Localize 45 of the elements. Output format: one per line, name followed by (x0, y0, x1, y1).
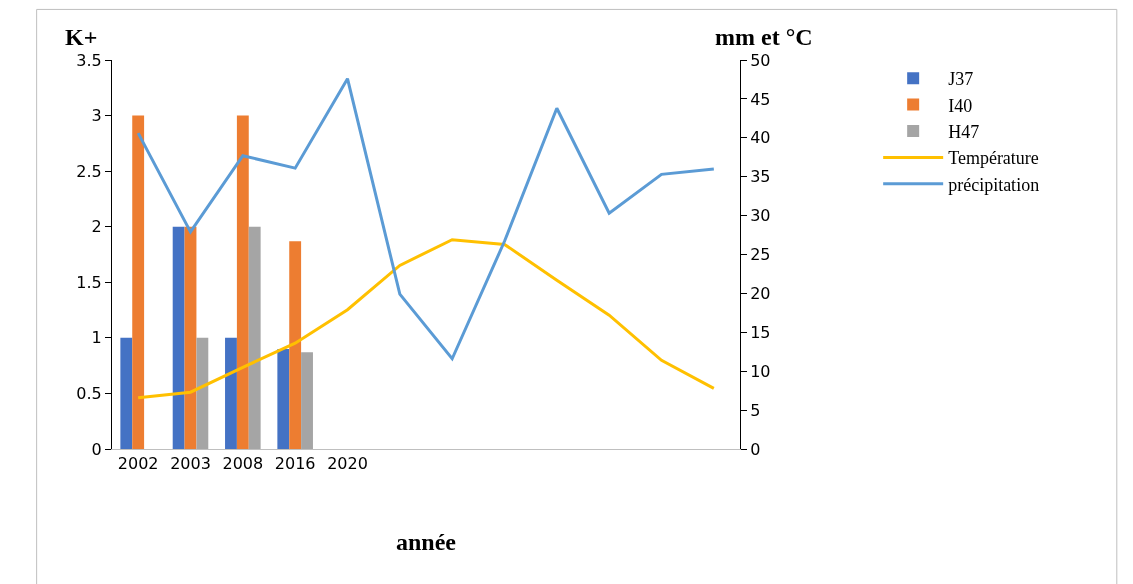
y2-tick-label: 15 (750, 322, 771, 342)
bar (132, 115, 145, 449)
x-tick-label: 2003 (170, 454, 211, 474)
y2-tick-label: 5 (750, 400, 761, 420)
y2-tick-label: 0 (750, 439, 761, 459)
bar (172, 226, 185, 449)
y-tick-label: 1 (91, 328, 102, 348)
y2-tick-label: 40 (750, 128, 771, 148)
x-tick-label: 2002 (117, 454, 159, 474)
y-tick-label: 2.5 (76, 161, 102, 181)
y2-tick-label: 50 (750, 50, 771, 70)
bar (236, 115, 249, 449)
bar (120, 337, 133, 449)
x-axis-title: année (396, 528, 457, 555)
y-tick-label: 0 (91, 439, 102, 459)
y2-tick-label: 10 (750, 361, 771, 381)
bar (289, 241, 302, 449)
y-tick-label: 0.5 (76, 384, 102, 404)
y2-tick-label: 20 (750, 284, 771, 303)
y-tick-label: 2 (91, 217, 102, 237)
legend-label: H47 (948, 122, 980, 143)
x-tick-label: 2020 (327, 454, 368, 474)
line-series (136, 238, 716, 400)
line-series (136, 77, 716, 361)
legend-label: précipitation (948, 174, 1040, 195)
bar (301, 352, 313, 449)
y-tick-label: 1.5 (76, 272, 102, 292)
x-tick-label: 2008 (222, 454, 264, 474)
y2-tick-label: 25 (750, 245, 771, 265)
x-tick-label: 2016 (274, 454, 316, 474)
legend-label: Température (948, 148, 1039, 169)
bar (184, 226, 197, 449)
bar (248, 226, 261, 449)
bar (196, 337, 209, 449)
y2-tick-label: 30 (750, 206, 771, 226)
y-tick-label: 3 (91, 106, 102, 126)
y-tick-label: 3.5 (76, 50, 102, 70)
legend-label: J37 (948, 69, 974, 90)
y2-tick-label: 45 (750, 89, 771, 109)
bar (277, 348, 290, 449)
y2-tick-label: 35 (750, 167, 771, 187)
bar (225, 337, 237, 449)
y-axis-title: K+ (65, 24, 98, 50)
y2-axis-title: mm et °C (715, 24, 813, 50)
legend-label: I40 (948, 95, 973, 116)
